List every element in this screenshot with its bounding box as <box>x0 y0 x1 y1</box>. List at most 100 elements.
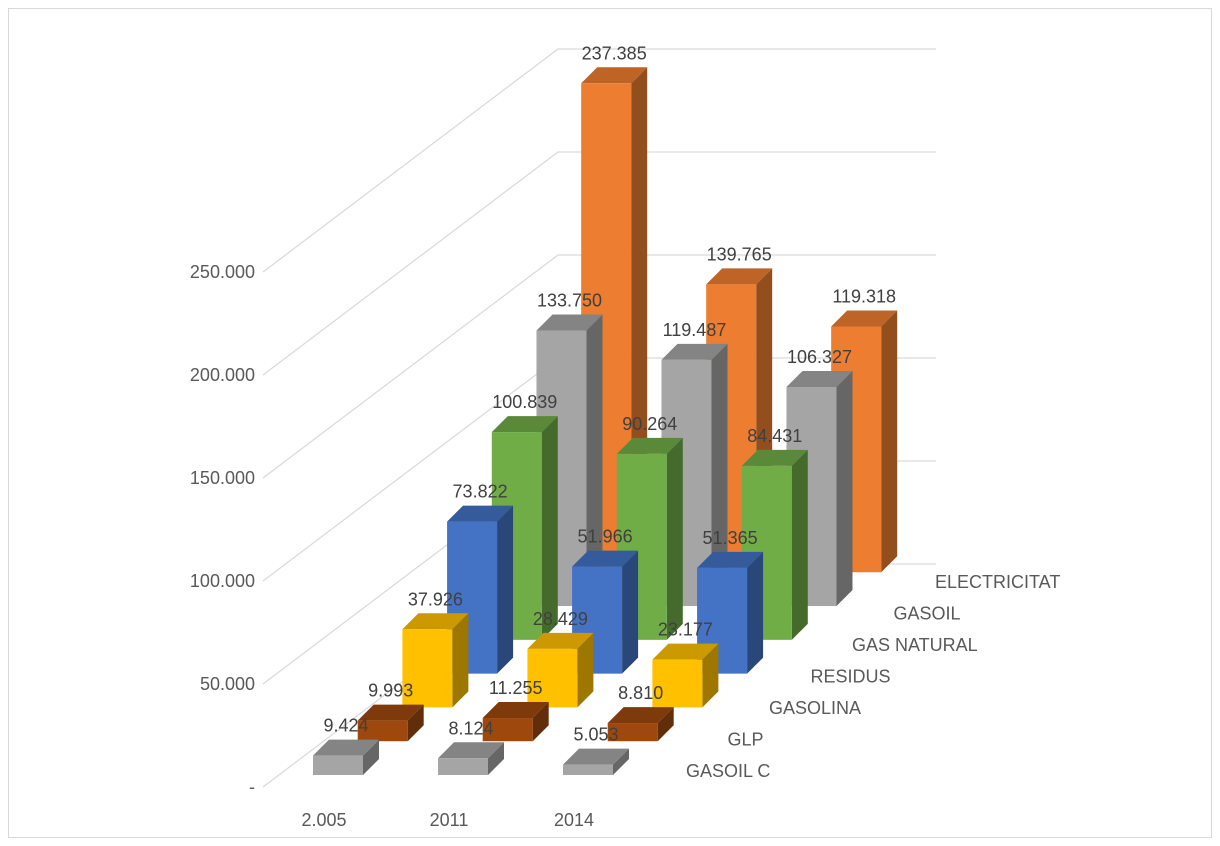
bar-side <box>541 416 558 640</box>
bar-side <box>881 310 898 573</box>
bar-side <box>488 742 504 775</box>
data-label: 51.966 <box>578 527 633 547</box>
data-label: 237.385 <box>582 43 647 63</box>
y-tick-label: 250.000 <box>190 262 255 282</box>
bar-top <box>563 748 629 765</box>
bar-gasoil-c-2011 <box>438 742 504 775</box>
data-label: 90.264 <box>622 414 677 434</box>
data-labels-layer: 237.385 139.765 119.318 133.750 119.487 106.3… <box>323 43 896 744</box>
bar-front <box>357 720 408 742</box>
bar-side <box>711 343 728 607</box>
bar-front <box>607 723 658 742</box>
bar-top <box>491 416 558 433</box>
data-label: 28.429 <box>533 609 588 629</box>
y-tick-label: 50.000 <box>200 674 255 694</box>
bar-top <box>616 437 683 454</box>
bar-gasolina-2011 <box>527 632 594 708</box>
series-axis-label: ELECTRICITAT <box>935 572 1060 592</box>
bar-top <box>438 742 504 759</box>
data-label: 73.822 <box>453 482 508 502</box>
series-axis-label: GASOLINA <box>769 698 861 718</box>
bar-side <box>613 748 629 775</box>
bar-gasolina-2014 <box>652 643 719 708</box>
chart-frame: - 50.000 100.000 150.000 200.000 250.000 237.… <box>8 8 1212 838</box>
series-axis-label: GLP <box>728 730 764 750</box>
y-tick-label: - <box>249 777 255 797</box>
bar-side <box>586 314 603 607</box>
category-label: 2014 <box>554 810 594 830</box>
series-axis-label: RESIDUS <box>811 667 891 687</box>
bar-top <box>652 643 719 660</box>
bar-top <box>447 505 514 522</box>
bar-top <box>786 371 853 388</box>
bar-front <box>652 659 703 708</box>
bar-top <box>831 310 898 327</box>
bars-layer <box>313 67 898 775</box>
y-axis-ticks: - 50.000 100.000 150.000 200.000 250.000 <box>190 262 255 797</box>
y-tick-label: 100.000 <box>190 571 255 591</box>
data-label: 9.424 <box>323 716 368 736</box>
bar-top <box>741 449 808 466</box>
data-label: 119.318 <box>832 286 896 306</box>
bar-glp-2.005 <box>357 704 424 742</box>
y-tick-label: 150.000 <box>190 468 255 488</box>
bar-side <box>532 702 549 742</box>
bar-side <box>407 704 424 742</box>
bar-top <box>697 551 764 568</box>
bar-side <box>363 739 379 775</box>
bar-top <box>607 707 674 724</box>
data-label: 5.053 <box>573 725 618 745</box>
data-label: 119.487 <box>663 320 727 340</box>
bar-side <box>657 707 674 742</box>
bar-side <box>791 449 808 640</box>
data-label: 51.365 <box>703 528 758 548</box>
bar-top <box>536 314 603 331</box>
bar-front <box>313 755 363 775</box>
bar-gasolina-2.005 <box>402 613 469 708</box>
bar-top <box>661 343 728 360</box>
bar-top <box>706 268 773 285</box>
bar-front <box>482 718 533 742</box>
bar-top <box>482 702 549 719</box>
data-label: 8.124 <box>448 718 493 738</box>
bar-front <box>438 758 488 775</box>
bar-glp-2011 <box>482 702 549 742</box>
bar-front <box>563 764 613 775</box>
bar-side <box>452 613 469 708</box>
bar-top <box>527 632 594 649</box>
data-label: 37.926 <box>408 589 463 609</box>
bar-residus-2011 <box>572 550 639 674</box>
gridline <box>262 151 936 376</box>
bar-gasoil-c-2014 <box>563 748 629 775</box>
bar-side <box>497 505 514 674</box>
category-label: 2011 <box>430 810 469 830</box>
bar-side <box>747 551 764 674</box>
bar-side <box>577 632 594 708</box>
bar-top <box>581 67 648 84</box>
data-label: 106.327 <box>787 347 852 367</box>
bar-side <box>622 550 639 674</box>
category-axis-labels: 2.005 2011 2014 <box>301 810 594 830</box>
bar-side <box>666 437 683 640</box>
bar-side <box>836 371 853 607</box>
data-label: 84.431 <box>747 426 802 446</box>
data-label: 11.255 <box>489 678 543 698</box>
data-label: 8.810 <box>618 683 663 703</box>
bar-gasoil-c-2.005 <box>313 739 379 775</box>
category-label: 2.005 <box>301 810 346 830</box>
bar-front <box>527 648 578 708</box>
bar-top <box>313 739 379 756</box>
chart-3d-column: - 50.000 100.000 150.000 200.000 250.000 237.… <box>190 43 1060 830</box>
data-label: 100.839 <box>492 392 557 412</box>
data-label: 23.177 <box>658 620 713 640</box>
series-axis-label: GASOIL C <box>686 761 770 781</box>
y-tick-label: 200.000 <box>190 365 255 385</box>
gridline <box>262 48 936 273</box>
bar-top <box>402 613 469 630</box>
series-axis-label: GAS NATURAL <box>852 635 978 655</box>
bar-front <box>402 629 453 708</box>
data-label: 139.765 <box>707 244 772 264</box>
gridline <box>262 254 936 479</box>
bar-residus-2.005 <box>447 505 514 674</box>
